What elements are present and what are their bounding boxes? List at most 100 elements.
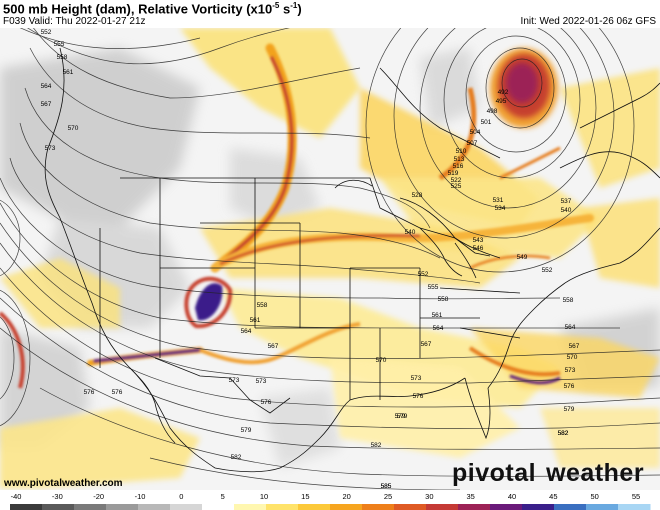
contour-label: 585 <box>381 483 392 490</box>
contour-label: 558 <box>438 296 449 303</box>
colorbar-tick-label: 10 <box>260 492 268 501</box>
closed-low-vorticity <box>438 48 558 181</box>
contour-label: 573 <box>229 377 240 384</box>
contour-label: 558 <box>257 302 268 309</box>
colorbar-tick-label: -40 <box>11 492 22 501</box>
colorbar-swatch <box>458 504 491 510</box>
contour-label: 537 <box>561 198 572 205</box>
contour-label: 552 <box>41 29 52 36</box>
init-time: Init: Wed 2022-01-26 06z GFS <box>520 16 656 27</box>
colorbar-swatch <box>266 504 299 510</box>
vorticity-maxima <box>0 43 594 389</box>
contour-label: 567 <box>421 341 432 348</box>
colorbar-tick-label: 55 <box>632 492 640 501</box>
contour-label: 534 <box>495 205 506 212</box>
colorbar-swatch <box>138 504 171 510</box>
contour-label: 549 <box>517 254 528 261</box>
contour-label: 582 <box>371 442 382 449</box>
contour-label: 558 <box>563 297 574 304</box>
contour-label: 504 <box>470 129 481 136</box>
weather-map: 552 555 558 561 564 567 570 573 576 576 … <box>0 28 660 490</box>
contour-label: 513 <box>454 156 465 163</box>
contour-label: 579 <box>397 413 408 420</box>
contour-labels: 552 555 558 561 564 567 570 573 576 576 … <box>41 29 580 490</box>
colorbar-swatch <box>234 504 267 510</box>
contour-label: 573 <box>565 367 576 374</box>
contour-label: 576 <box>413 393 424 400</box>
contour-label: 579 <box>564 406 575 413</box>
contour-label: 555 <box>428 284 439 291</box>
contour-label: 570 <box>68 125 79 132</box>
contour-label: 570 <box>567 354 578 361</box>
contour-label: 492 <box>498 89 509 96</box>
colorbar-swatch <box>106 504 139 510</box>
contour-label: 573 <box>411 375 422 382</box>
contour-label: 567 <box>41 101 52 108</box>
colorbar-tick-label: -30 <box>52 492 63 501</box>
contour-label: 582 <box>231 454 242 461</box>
colorbar-swatch <box>74 504 107 510</box>
colorbar-swatch <box>522 504 555 510</box>
contour-label: 585 <box>381 483 392 490</box>
contour-label: 564 <box>433 325 444 332</box>
contour-label: 576 <box>112 389 123 396</box>
colorbar-swatch <box>618 504 651 510</box>
contour-label: 573 <box>45 145 56 152</box>
contour-label: 495 <box>496 98 507 105</box>
contour-label: 552 <box>418 271 429 278</box>
contour-label: 519 <box>448 170 459 177</box>
contour-label: 567 <box>569 343 580 350</box>
valid-time: F039 Valid: Thu 2022-01-27 21z <box>3 16 146 27</box>
colorbar-swatch <box>170 504 203 510</box>
contour-label: 564 <box>241 328 252 335</box>
colorbar-swatch <box>298 504 331 510</box>
colorbar-swatch <box>42 504 75 510</box>
positive-vorticity-shading <box>0 28 660 488</box>
colorbar-tick-label: 30 <box>425 492 433 501</box>
contour-label: 561 <box>432 312 443 319</box>
contour-label: 561 <box>250 317 261 324</box>
colorbar-tick-label: 20 <box>342 492 350 501</box>
colorbar-tick-label: 50 <box>590 492 598 501</box>
colorbar-swatch <box>362 504 395 510</box>
colorbar-swatch <box>554 504 587 510</box>
colorbar-tick-label: 25 <box>384 492 392 501</box>
contour-label: 582 <box>558 430 569 437</box>
colorbar-tick-label: 5 <box>221 492 225 501</box>
colorbar-ticks: -40 -30 -20 -10 0 5 10 15 20 25 30 35 40 45 50 55 <box>11 492 641 501</box>
colorbar-tick-label: 40 <box>508 492 516 501</box>
colorbar-swatch <box>10 504 43 510</box>
contour-label: 510 <box>456 148 467 155</box>
contour-label: 561 <box>63 69 74 76</box>
contour-label: 576 <box>564 383 575 390</box>
contour-label: 552 <box>542 267 553 274</box>
colorbar-swatch <box>330 504 363 510</box>
contour-label: 567 <box>268 343 279 350</box>
colorbar-tick-label: 0 <box>179 492 183 501</box>
contour-label: 573 <box>256 378 267 385</box>
contour-label: 579 <box>241 427 252 434</box>
contour-label: 498 <box>487 108 498 115</box>
contour-label: 555 <box>54 41 65 48</box>
colorbar-tick-label: 45 <box>549 492 557 501</box>
colorbar-tick-label: -10 <box>135 492 146 501</box>
contour-label: 507 <box>467 140 478 147</box>
contour-label: 540 <box>561 207 572 214</box>
colorbar-swatch <box>490 504 523 510</box>
contour-label: 531 <box>493 197 504 204</box>
colorbar-swatch <box>586 504 619 510</box>
contour-label: 543 <box>473 237 484 244</box>
contour-label: 558 <box>57 54 68 61</box>
contour-label: 522 <box>451 177 462 184</box>
contour-label: 570 <box>376 357 387 364</box>
colorbar-tick-label: -20 <box>93 492 104 501</box>
colorbar-blocks <box>10 504 651 510</box>
contour-label: 525 <box>451 183 462 190</box>
height-contours <box>0 28 660 490</box>
contour-label: 582 <box>558 430 569 437</box>
colorbar: -40 -30 -20 -10 0 5 10 15 20 25 30 35 40 45 50 55 <box>10 492 651 510</box>
colorbar-swatch <box>426 504 459 510</box>
contour-label: 576 <box>261 399 272 406</box>
contour-label: 540 <box>405 229 416 236</box>
map-title: 500 mb Height (dam), Relative Vorticity … <box>3 1 302 17</box>
